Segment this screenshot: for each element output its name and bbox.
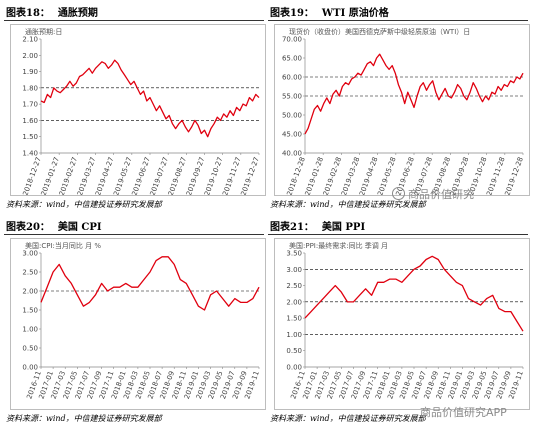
y-tick-label: 1.50: [22, 133, 38, 141]
figure-21-title-rule: [268, 234, 528, 235]
y-tick-label: 2.50: [22, 269, 38, 277]
us-ppi-chart-svg: 美国:PPI:最终需求:同比 季调 月3.50 3.00 2.50 2.00 1.50 1…: [286, 241, 524, 400]
y-tick-label: 45.00: [282, 131, 302, 139]
y-tick-label: 40.00: [282, 150, 302, 158]
wti-oil-chart: 现货价（收盘价）美国西德克萨斯中级轻质原油（WTI）日 70.00 65.00 60.…: [274, 24, 530, 196]
y-tick-label: 1.50: [286, 315, 302, 323]
y-tick-label: 2.10: [22, 36, 38, 44]
watermark-bottom: 商品价值研究APP: [420, 404, 507, 420]
y-tick-label: 1.70: [22, 101, 38, 109]
x-tick-label: 2019-11-27: [221, 156, 242, 195]
figure-20-panel: 图表20： 美国 CPI 美国:CPI:当月同比 月 % 3.00 2.50 2.00 1…: [4, 214, 268, 428]
figure-21-number: 图表21：: [270, 222, 314, 233]
figure-20-title-rule: [4, 234, 264, 235]
figure-19-number: 图表19：: [270, 8, 314, 19]
y-tick-label: 70.00: [282, 36, 302, 44]
figure-20-number: 图表20：: [6, 222, 50, 233]
x-tick-label: 2019-03-27: [76, 156, 97, 195]
y-tick-label: 2.50: [286, 282, 302, 290]
y-tick-label: 1.60: [22, 117, 38, 125]
x-tick-label: 2019-02-27: [58, 156, 79, 195]
us-cpi-chart: 美国:CPI:当月同比 月 % 3.00 2.50 2.00 1.50 1.00 0.50 0…: [10, 238, 266, 410]
legend-label: 通胀预期:日: [25, 27, 62, 36]
figure-19-title: 图表19： WTI 原油价格: [270, 4, 389, 19]
x-tick-label: 2019-10-27: [203, 156, 224, 195]
y-tick-label: 65.00: [282, 55, 302, 63]
figure-21-name: 美国 PPI: [321, 222, 366, 233]
y-tick-label: 1.80: [22, 84, 38, 92]
figure-20-name: 美国 CPI: [57, 222, 102, 233]
x-tick-label: 2019-06-27: [130, 156, 151, 195]
y-tick-label: 1.90: [22, 68, 38, 76]
x-tick-label: 2019-01-27: [40, 156, 61, 195]
y-tick-label: 0.50: [286, 347, 302, 355]
series-line: [304, 53, 524, 135]
y-tick-label: 3.50: [286, 250, 302, 258]
x-tick-label: 2019-03-28: [340, 156, 361, 195]
y-tick-label: 1.00: [22, 326, 38, 334]
figure-18-name: 通胀预期: [57, 8, 98, 19]
watermark-bottom-text: 商品价值研究APP: [420, 406, 507, 419]
inflation-expectation-chart-svg: 通胀预期:日2.102.001.901.801.701.601.501.4020…: [21, 27, 260, 195]
figure-19-name: WTI 原油价格: [321, 8, 389, 19]
y-tick-label: 3.00: [22, 250, 38, 258]
y-tick-label: 2.00: [286, 298, 302, 306]
us-ppi-chart: 美国:PPI:最终需求:同比 季调 月 3.50 3.00 2.50 2.00 1.50 1…: [274, 238, 530, 410]
figure-20-source: 资料来源：wind，中信建投证券研究发展部: [6, 414, 162, 423]
y-tick-label: 1.50: [22, 307, 38, 315]
y-tick-label: 0.00: [286, 364, 302, 372]
figure-18-title: 图表18： 通胀预期: [6, 4, 98, 19]
y-tick-label: 2.00: [22, 52, 38, 60]
legend-label: 美国:PPI:最终需求:同比 季调 月: [289, 241, 388, 250]
y-tick-label: 0.00: [22, 364, 38, 372]
legend-label: 美国:CPI:当月同比 月 %: [25, 241, 101, 250]
y-tick-label: 60.00: [282, 74, 302, 82]
figure-21-panel: 图表21： 美国 PPI 美国:PPI:最终需求:同比 季调 月 3.50 3.00 2…: [268, 214, 532, 428]
legend-label: 现货价（收盘价）美国西德克萨斯中级轻质原油（WTI）日: [289, 27, 470, 36]
x-tick-label: 2019-04-27: [94, 156, 115, 195]
x-tick-label: 2018-12-27: [21, 156, 42, 195]
figure-18-number: 图表18：: [6, 8, 50, 19]
us-cpi-chart-svg: 美国:CPI:当月同比 月 %3.00 2.50 2.00 1.50 1.00 0.50 0…: [22, 241, 260, 400]
series-line: [40, 59, 260, 138]
figure-21-title: 图表21： 美国 PPI: [270, 218, 365, 233]
x-tick-label: 2019-04-28: [358, 156, 379, 195]
wti-oil-chart-svg: 现货价（收盘价）美国西德克萨斯中级轻质原油（WTI）日70.00 65.00 60.…: [282, 27, 525, 195]
figure-19-panel: 图表19： WTI 原油价格 现货价（收盘价）美国西德克萨斯中级轻质原油（WTI）…: [268, 0, 532, 214]
y-tick-label: 55.00: [282, 93, 302, 101]
x-tick-label: 2019-09-27: [185, 156, 206, 195]
figure-19-title-rule: [268, 20, 528, 21]
series-line: [40, 256, 260, 311]
y-tick-label: 50.00: [282, 112, 302, 120]
figure-21-source: 资料来源：wind，中信建投证券研究发展部: [270, 414, 426, 423]
inflation-expectation-chart: 通胀预期:日 2.10 2.00 1.90 1.80 1.70 1.60 1.50 1.40 20…: [10, 24, 266, 196]
figure-19-source: 资料来源：wind，中信建投证券研究发展部: [270, 200, 426, 209]
wechat-icon: [392, 187, 405, 200]
figure-18-panel: 图表18： 通胀预期 通胀预期:日 2.10 2.00 1.90 1.80 1.70 1.60…: [4, 0, 268, 214]
y-tick-label: 2.00: [22, 288, 38, 296]
y-tick-label: 1.40: [22, 150, 38, 158]
x-tick-label: 2019-11-28: [485, 156, 506, 195]
watermark-top: 商品价值研究: [392, 186, 474, 202]
figure-20-title: 图表20： 美国 CPI: [6, 218, 102, 233]
series-line: [304, 255, 524, 332]
x-tick-label: 2019-12-28: [503, 156, 524, 195]
x-tick-label: 2019-12-27: [239, 156, 260, 195]
x-tick-label: 2019-02-28: [322, 156, 343, 195]
x-tick-label: 2019-01-28: [304, 156, 325, 195]
x-tick-label: 2019-08-27: [167, 156, 188, 195]
watermark-top-text: 商品价值研究: [408, 188, 474, 201]
y-tick-label: 1.00: [286, 331, 302, 339]
x-tick-label: 2018-12-28: [285, 156, 306, 195]
figure-18-source: 资料来源：wind，中信建投证券研究发展部: [6, 200, 162, 209]
figure-18-title-rule: [4, 20, 264, 21]
y-tick-label: 0.50: [22, 345, 38, 353]
x-tick-label: 2019-07-27: [149, 156, 170, 195]
y-tick-label: 3.00: [286, 266, 302, 274]
x-tick-label: 2019-05-27: [112, 156, 133, 195]
